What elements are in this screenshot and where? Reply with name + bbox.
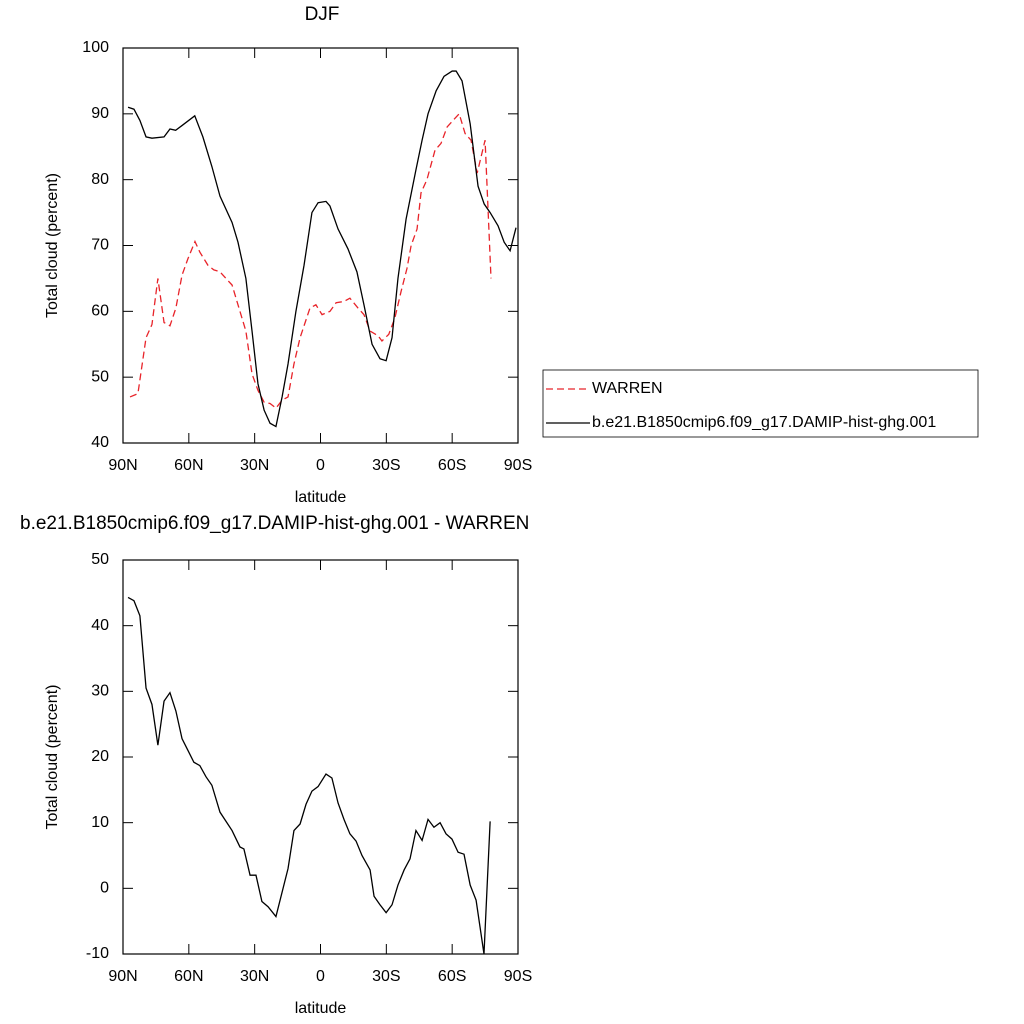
y-tick-label: 50 [91,368,109,385]
x-tick-label: 90N [108,968,137,985]
x-tick-label: 60S [438,457,466,474]
x-tick-label: 0 [316,968,325,985]
y-tick-label: 50 [91,551,109,568]
y-tick-label: 100 [82,39,109,56]
x-tick-label: 30S [372,457,400,474]
y-tick-label: -10 [86,945,109,962]
y-tick-label: 90 [91,105,109,122]
x-tick-label: 90N [108,457,137,474]
x-tick-label: 60S [438,968,466,985]
y-tick-label: 0 [100,880,109,897]
x-tick-label: 30N [240,457,269,474]
data-line [129,112,492,410]
y-tick-label: 40 [91,434,109,451]
y-tick-label: 80 [91,171,109,188]
y-tick-label: 70 [91,237,109,254]
chart-title: DJF [305,4,340,25]
x-axis-label: latitude [295,489,347,506]
legend-label: WARREN [592,380,663,397]
x-tick-label: 90S [504,457,532,474]
x-tick-label: 90S [504,968,532,985]
legend-box [542,369,979,438]
y-tick-label: 40 [91,617,109,634]
plot-frame [122,559,519,955]
y-axis-label: Total cloud (percent) [44,173,61,318]
data-line [127,596,491,955]
x-tick-label: 60N [174,457,203,474]
plot-frame [122,47,519,444]
x-tick-label: 60N [174,968,203,985]
x-tick-label: 30S [372,968,400,985]
data-line [127,70,517,428]
y-tick-label: 10 [91,814,109,831]
x-tick-label: 0 [316,457,325,474]
y-tick-label: 30 [91,683,109,700]
legend-label: b.e21.B1850cmip6.f09_g17.DAMIP-hist-ghg.… [592,414,936,431]
chart-title: b.e21.B1850cmip6.f09_g17.DAMIP-hist-ghg.… [20,513,529,534]
x-tick-label: 30N [240,968,269,985]
y-tick-label: 60 [91,303,109,320]
y-tick-label: 20 [91,748,109,765]
y-axis-label: Total cloud (percent) [44,685,61,830]
x-axis-label: latitude [295,1000,347,1017]
